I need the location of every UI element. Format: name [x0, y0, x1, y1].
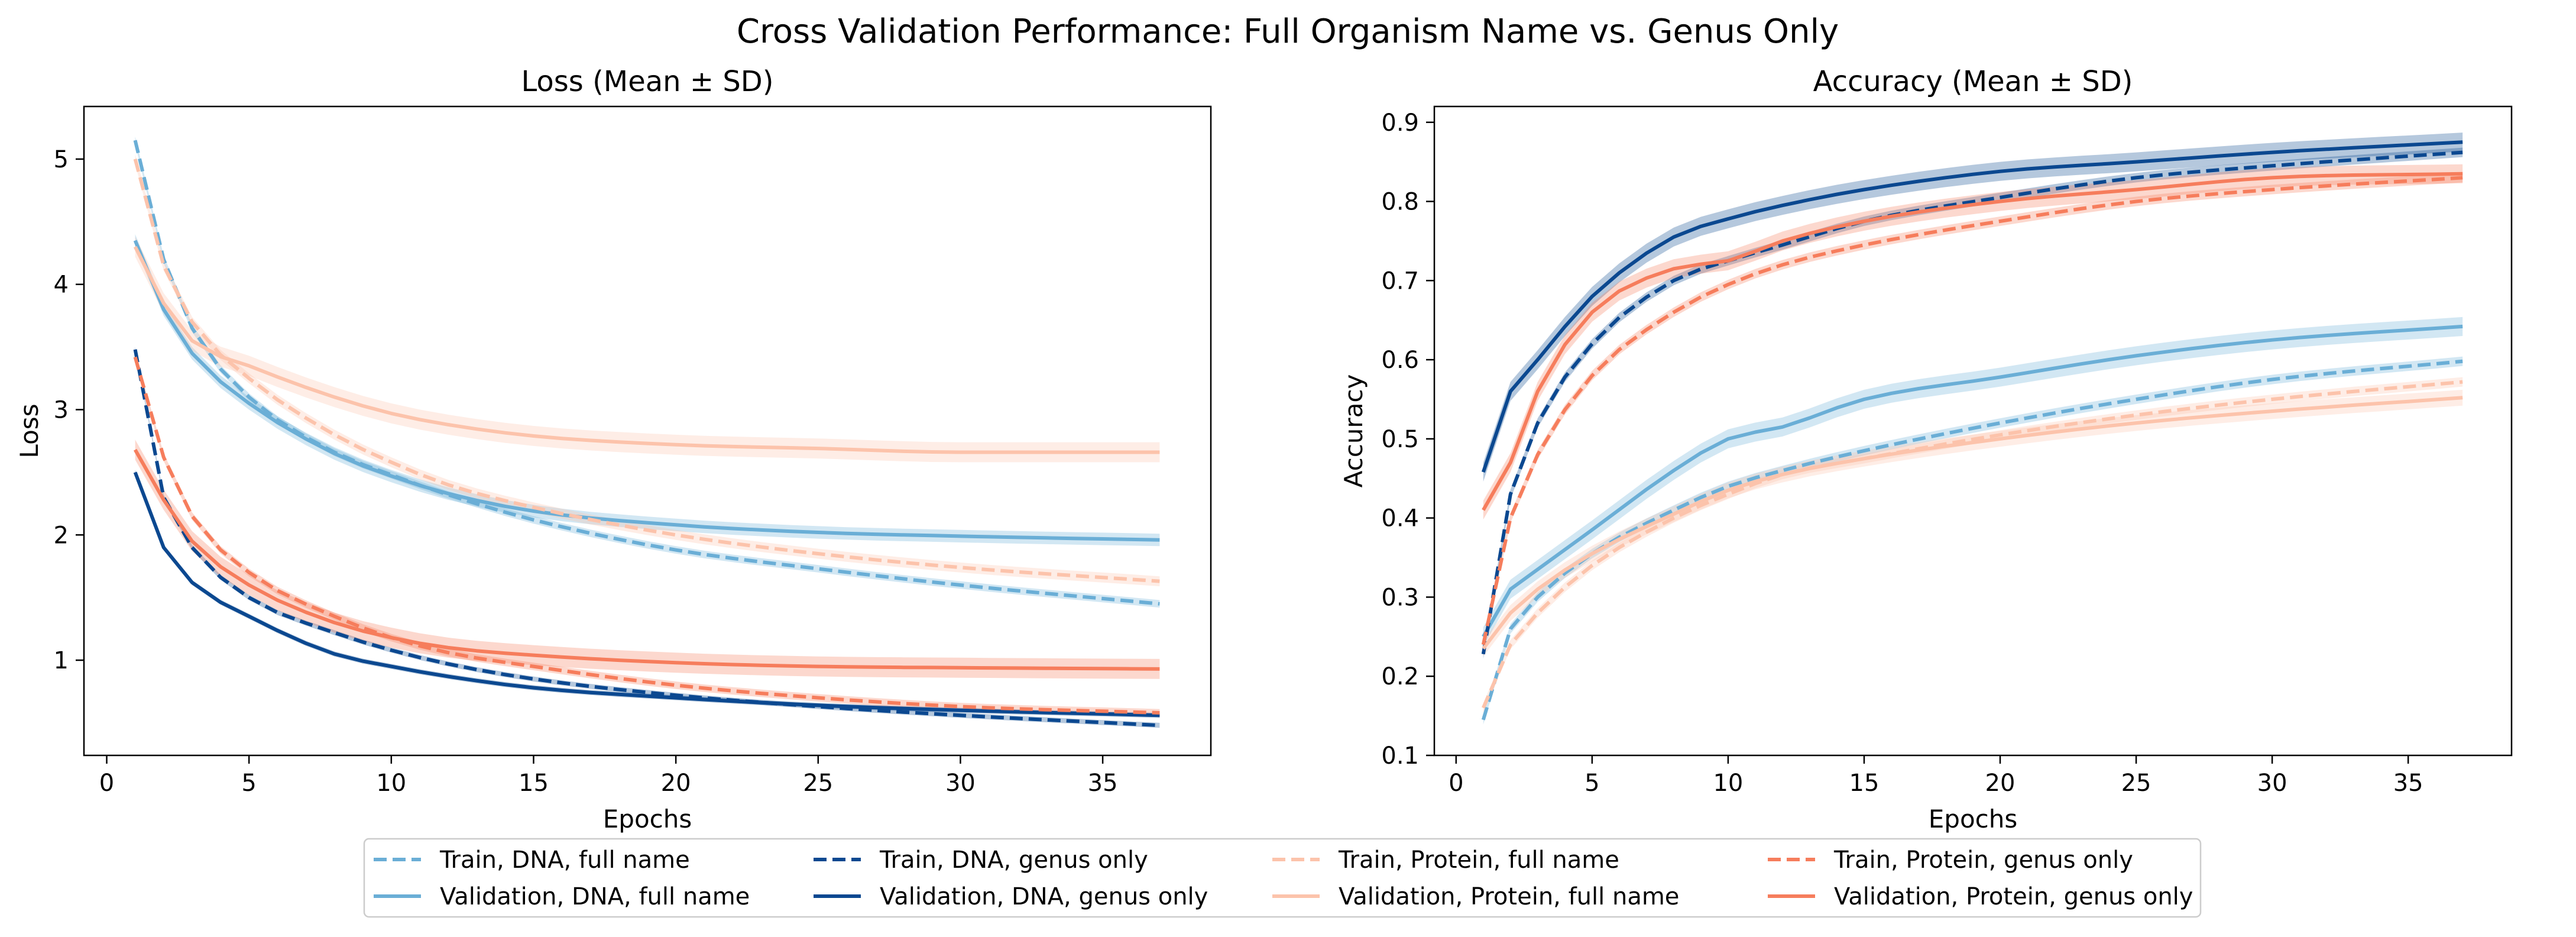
x-axis-label: Epochs	[603, 804, 692, 833]
x-tick-label: 25	[803, 770, 833, 797]
sd-band-0	[1483, 356, 2463, 725]
x-tick-label: 10	[376, 770, 406, 797]
axes-frame	[1433, 105, 2513, 757]
series-lines	[133, 140, 1160, 728]
y-tick-label: 0.9	[1381, 109, 1419, 137]
x-tick-label: 35	[2393, 770, 2423, 797]
x-tick-label: 20	[661, 770, 691, 797]
sd-band-5	[135, 237, 1160, 463]
y-tick-label: 4	[54, 272, 69, 299]
x-tick-label: 5	[1585, 770, 1599, 797]
y-tick-label: 0.2	[1381, 663, 1419, 690]
legend-label: Train, DNA, full name	[439, 846, 690, 874]
y-tick-label: 0.7	[1381, 267, 1419, 295]
x-tick-label: 25	[2121, 770, 2151, 797]
y-tick-label: 0.4	[1381, 505, 1419, 532]
x-tick-label: 15	[1849, 770, 1880, 797]
legend-label: Train, DNA, genus only	[879, 846, 1148, 874]
x-tick-label: 30	[945, 770, 976, 797]
y-tick-label: 0.5	[1381, 426, 1419, 453]
series-line-5	[1482, 396, 2463, 650]
legend-label: Train, Protein, genus only	[1833, 846, 2133, 874]
legend: Train, DNA, full name Validation, DNA, fu…	[363, 838, 2202, 918]
legend-label: Validation, Protein, genus only	[1834, 883, 2193, 910]
x-tick-label: 30	[2257, 770, 2287, 797]
x-tick-label: 0	[99, 770, 114, 797]
panel-title: Loss (Mean ± SD)	[521, 65, 774, 98]
x-tick-label: 20	[1985, 770, 2016, 797]
x-tick-label: 35	[1088, 770, 1118, 797]
y-tick-label: 0.6	[1381, 347, 1419, 374]
series-line-5	[133, 245, 1160, 454]
series-line-6	[1481, 176, 2463, 645]
series-line-7	[1482, 172, 2463, 511]
x-tick-label: 15	[519, 770, 549, 797]
series-line-3	[1481, 140, 2463, 473]
panel-title: Accuracy (Mean ± SD)	[1813, 65, 2133, 98]
series-line-6	[133, 356, 1160, 715]
legend-label: Train, Protein, full name	[1338, 846, 1619, 874]
y-tick-label: 2	[54, 522, 69, 549]
sd-bands	[135, 136, 1160, 728]
y-tick-label: 0.3	[1381, 584, 1419, 611]
series-line-4	[1482, 380, 2463, 709]
axes-frame	[83, 105, 1212, 757]
series-line-2	[133, 349, 1160, 728]
y-tick-label: 0.8	[1381, 189, 1419, 216]
series-line-3	[133, 471, 1160, 718]
x-tick-label: 0	[1449, 770, 1463, 797]
sd-band-7	[1483, 164, 2463, 520]
series-line-7	[133, 448, 1160, 671]
x-tick-label: 10	[1713, 770, 1743, 797]
y-tick-label: 0.1	[1381, 742, 1419, 770]
legend-label: Validation, DNA, full name	[440, 883, 750, 910]
loss-panel: 0 5 10 15 20 25 30 35 1 2 3 4 5 Loss (Mean ± SD) Epoch…	[15, 65, 1212, 833]
figure-title: Cross Validation Performance: Full Organ…	[737, 12, 1839, 51]
series-lines	[1481, 140, 2463, 720]
y-tick-label: 1	[54, 647, 69, 674]
y-axis-label: Loss	[15, 403, 44, 458]
series-line-0	[1481, 359, 2463, 720]
legend-label: Validation, DNA, genus only	[880, 883, 1208, 910]
series-line-1	[133, 240, 1160, 542]
legend-label: Validation, Protein, full name	[1339, 883, 1679, 910]
y-axis-label: Accuracy	[1339, 374, 1368, 488]
series-line-2	[1481, 150, 2463, 655]
series-line-1	[1482, 324, 2463, 638]
y-tick-label: 5	[54, 146, 69, 173]
y-tick-label: 3	[54, 396, 69, 424]
series-line-0	[133, 140, 1160, 606]
series-line-4	[133, 159, 1160, 583]
accuracy-panel: 0 5 10 15 20 25 30 35 0.1 0.2 0.3 0.4 0.5 0.6 0.7 0.8 0.…	[1339, 65, 2513, 833]
x-axis-label: Epochs	[1929, 804, 2018, 833]
x-tick-label: 5	[241, 770, 256, 797]
